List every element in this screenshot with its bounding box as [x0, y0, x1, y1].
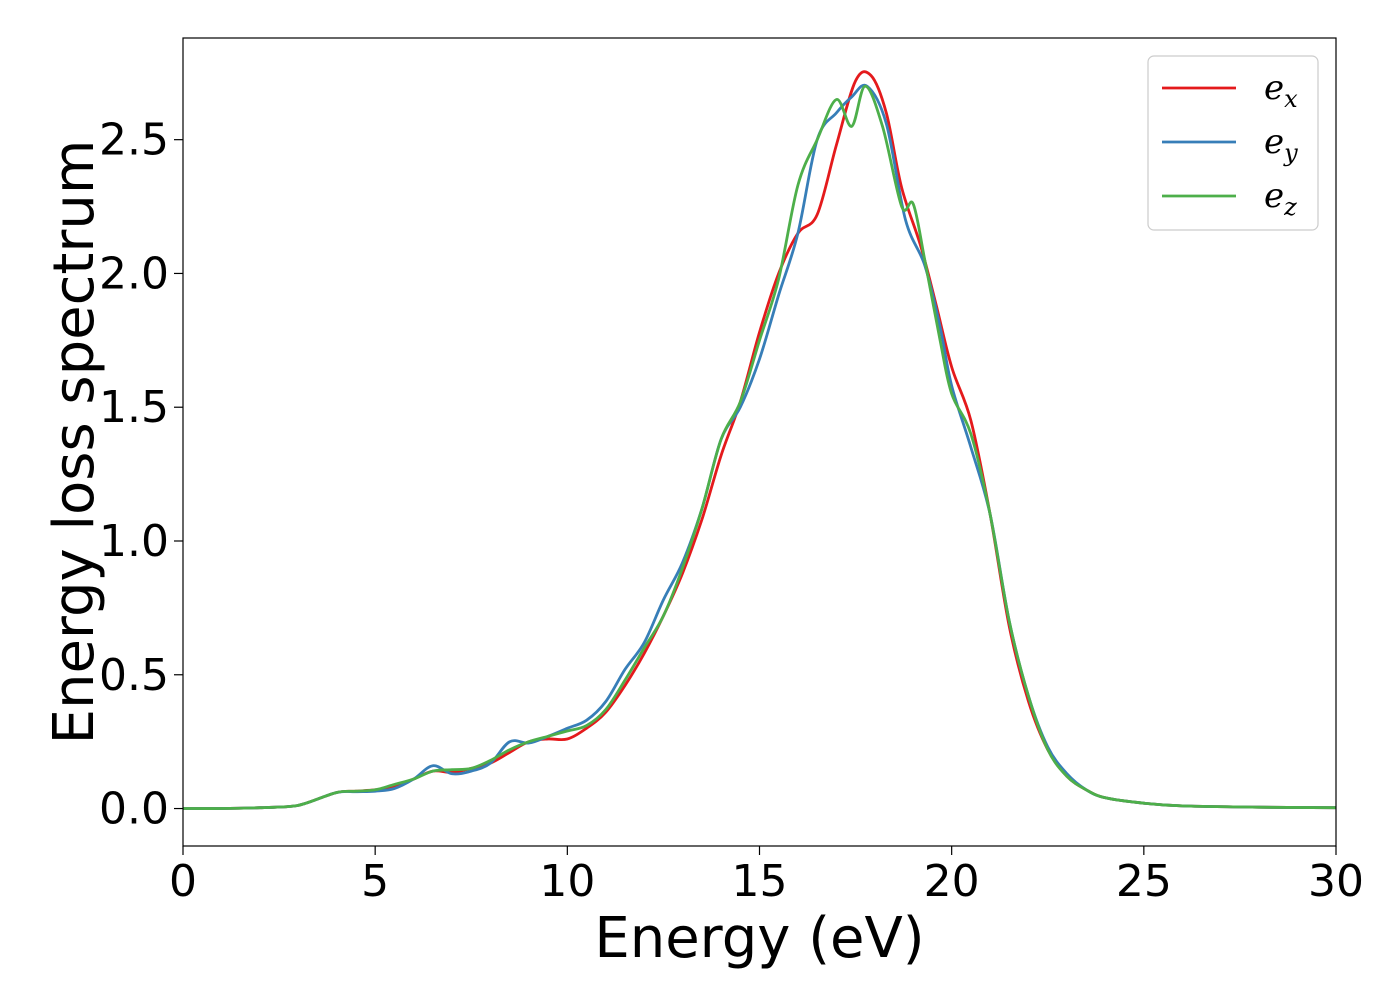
legend-label-x: ex [1264, 68, 1298, 113]
series-line-e-z [182, 84, 1337, 810]
x-tick-label: 25 [1116, 856, 1172, 907]
x-tick-label: 15 [732, 856, 788, 907]
x-tick-label: 5 [361, 856, 389, 907]
x-tick-label: 0 [169, 856, 197, 907]
y-tick-label: 2.0 [99, 248, 169, 299]
legend-label-z: ez [1264, 176, 1297, 221]
y-tick-label: 1.5 [99, 382, 169, 433]
ticks-layer: 0 5 10 15 20 25 30 0.0 0.5 1.0 1.5 2.0 2.5 [99, 115, 1364, 907]
y-tick-label: 1.0 [99, 516, 169, 567]
x-tick-label: 10 [539, 856, 595, 907]
legend: ex ey ez [1147, 55, 1319, 231]
x-axis-title: Energy (eV) [594, 906, 924, 971]
series-layer [182, 70, 1337, 810]
legend-label-y: ey [1264, 122, 1298, 167]
y-axis-title: Energy loss spectrum [42, 140, 107, 745]
y-tick-label: 0.5 [99, 650, 169, 701]
y-tick-label: 0.0 [99, 784, 169, 835]
y-tick-label: 2.5 [99, 115, 169, 166]
x-tick-label: 20 [924, 856, 980, 907]
x-tick-label: 30 [1308, 856, 1364, 907]
